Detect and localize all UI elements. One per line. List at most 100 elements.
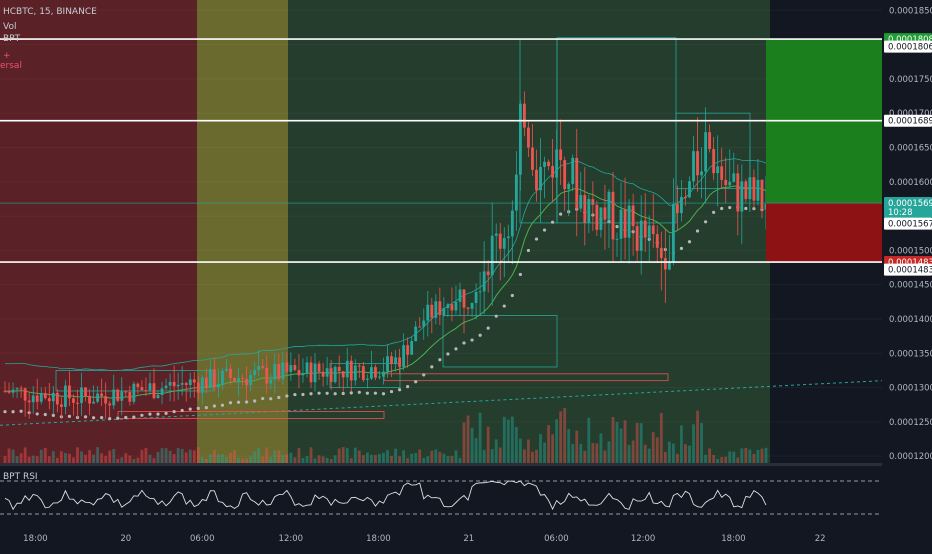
range-box [383,373,669,382]
candle [470,303,474,309]
bpt-legend[interactable]: BPT [3,34,21,44]
ma-dot [695,229,700,233]
volume-bar [249,456,253,463]
volume-bar [43,447,47,463]
candle [128,391,132,402]
ma-dot [510,293,514,298]
candle [663,258,667,270]
volume-bar [72,457,75,463]
volume-bar [655,437,659,463]
candle [692,151,695,182]
candle [152,383,156,399]
vol-legend[interactable]: Vol [3,22,17,32]
ma-dot [502,304,506,308]
candle [313,363,317,383]
candle [494,233,498,236]
time-label: 18:00 [366,534,391,544]
volume-bar [200,456,204,463]
volume-bar [583,450,587,463]
volume-bar [204,458,208,463]
horizontal-levels[interactable] [0,38,882,263]
volume-bar [35,456,39,463]
ma-dot [116,416,120,420]
candle [293,365,297,370]
symbol-legend[interactable]: HCBTC, 15, BINANCE [3,7,97,17]
price-tick-label: 0.0001300 [889,384,932,394]
volume-bar [221,453,224,463]
volume-bar [357,450,361,463]
candle [172,381,176,387]
candle [329,368,333,383]
ma-dot [220,403,225,407]
time-axis[interactable]: 18:00 20 06:00 12:00 18:00 21 06:00 12:00 18:00 2… [23,534,825,544]
candle [257,366,261,371]
volume-bar [458,457,462,463]
volume-bar [297,447,301,463]
volume-bar [623,420,627,463]
volume-bar [59,451,63,463]
volume-bar [688,445,691,463]
price-tag [884,40,932,53]
ma-dot [164,411,168,415]
ma-dot [381,392,386,396]
volume-bar [438,451,442,463]
volume-bar [128,455,132,463]
candle [462,289,466,308]
candle [184,383,188,386]
candle [164,385,168,389]
volume-bar [216,454,220,463]
volume-bar [281,454,285,463]
volume-bar [104,455,108,463]
ma-dot [542,228,547,232]
volume-bar [47,456,51,463]
candle [700,171,703,176]
candle [474,292,478,304]
price-axis[interactable]: 0.00018500.00018000.00017500.00017000.00… [882,0,932,550]
candle [675,204,679,214]
volume-bar [55,457,59,463]
ma-dot [752,207,756,211]
candle [51,392,55,402]
candle [406,345,410,355]
volume-bar [289,452,293,463]
volume-bar [156,451,160,463]
candle [527,127,530,148]
volume-bar [671,443,675,463]
volume-bar [382,452,385,463]
candle [651,225,655,235]
candle [289,365,293,372]
volume-bar [659,412,663,463]
volume-bar [325,457,329,463]
candle [277,364,281,380]
candle [724,179,728,186]
candle [410,341,414,355]
price-tag-label: 0.0001806 [888,43,932,53]
volume-bar [237,457,240,463]
candle [635,226,639,251]
volume-bar [543,442,546,463]
volume-bar [587,417,591,463]
volume-bar [374,455,377,463]
candle [357,365,361,367]
volume-bar [184,452,188,463]
reversal-legend[interactable]: ersal [0,61,22,71]
rsi-legend[interactable]: BPT RSI [3,472,38,482]
candle [688,181,691,198]
price-tick-label: 0.0001750 [889,75,932,85]
volume-bar [229,452,232,463]
ma-dot [397,388,402,392]
candle [353,365,357,381]
volume-bar [442,453,446,463]
candle [176,384,180,387]
candle [756,179,760,201]
candle [764,204,768,210]
volume-bar [571,444,575,463]
time-label: 20 [120,534,131,544]
volume-bar [535,449,538,463]
candle [349,360,353,381]
volume-bar [148,454,152,463]
candle [684,196,687,198]
volume-bar [692,424,695,463]
